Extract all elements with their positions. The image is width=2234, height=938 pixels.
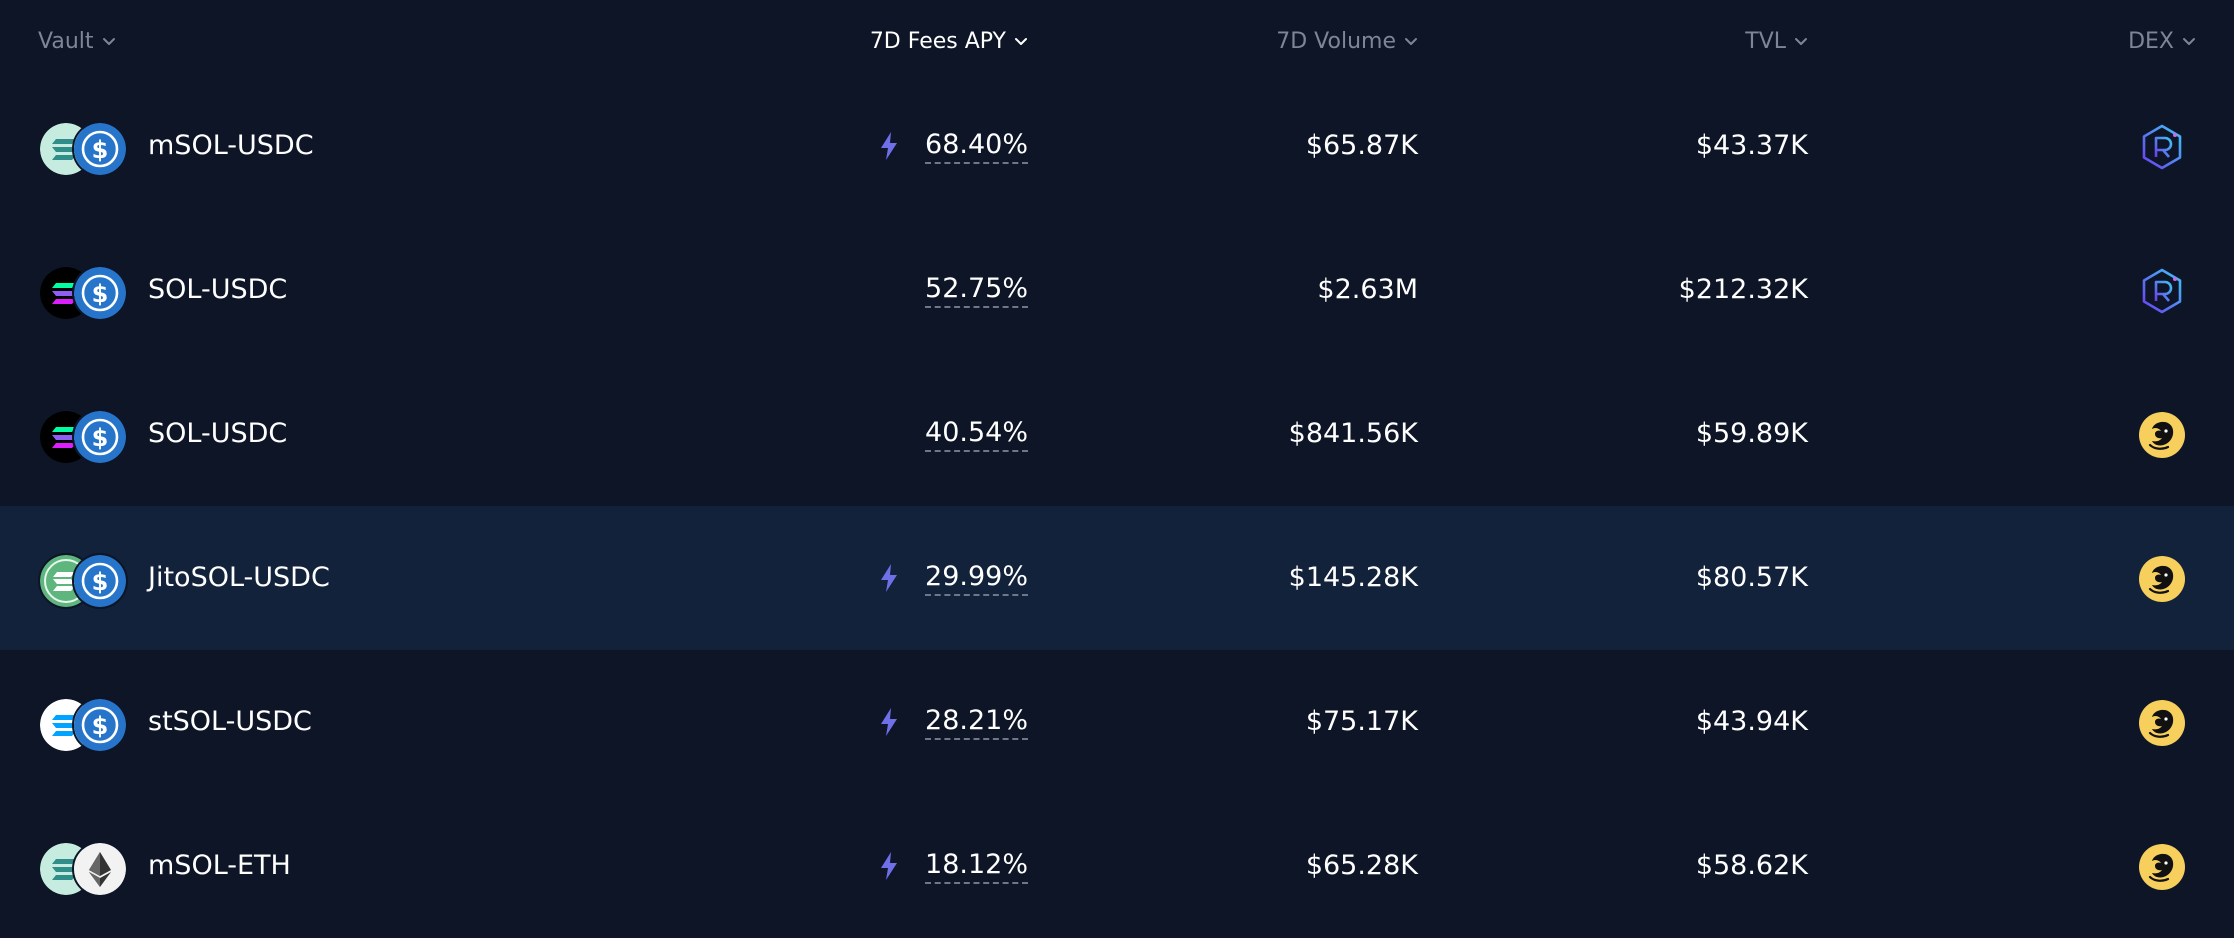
lightning-bolt-icon	[879, 851, 899, 881]
svg-text:$: $	[92, 280, 109, 308]
table-row[interactable]: $ SOL-USDC 40.54% $841.56K $59.89K	[0, 362, 2234, 506]
token-pair: $	[38, 121, 128, 177]
table-header: Vault 7D Fees APY 7D Volume TVL DEX	[0, 0, 2234, 80]
vault-name: stSOL-USDC	[148, 706, 312, 737]
tvl-value: $43.94K	[1695, 706, 1808, 737]
chevron-down-icon	[1014, 29, 1028, 54]
token-pair: $	[38, 409, 128, 465]
volume-value: $2.63M	[1317, 274, 1418, 305]
orca-icon	[2138, 699, 2186, 747]
apy-cell: 40.54%	[925, 412, 1028, 456]
apy-cell: 52.75%	[925, 268, 1028, 312]
sort-vault-header[interactable]: Vault	[38, 26, 116, 56]
raydium-icon	[2138, 267, 2186, 315]
apy-value[interactable]: 28.21%	[925, 704, 1028, 740]
usdc-icon: $	[72, 409, 128, 465]
table-row[interactable]: $ SOL-USDC 52.75% $2.63M $212.32K	[0, 218, 2234, 362]
svg-text:$: $	[92, 712, 109, 740]
vault-name: SOL-USDC	[148, 418, 288, 449]
volume-value: $75.17K	[1305, 706, 1418, 737]
apy-cell: 68.40%	[879, 124, 1028, 168]
usdc-icon: $	[72, 121, 128, 177]
tvl-value: $58.62K	[1695, 850, 1808, 881]
svg-text:$: $	[92, 136, 109, 164]
token-pair: $	[38, 553, 128, 609]
volume-value: $65.28K	[1305, 850, 1418, 881]
volume-value: $841.56K	[1288, 418, 1418, 449]
svg-text:$: $	[92, 568, 109, 596]
tvl-value: $59.89K	[1695, 418, 1808, 449]
volume-header-label: 7D Volume	[1276, 28, 1396, 54]
lightning-bolt-icon	[879, 563, 899, 593]
volume-value: $65.87K	[1305, 130, 1418, 161]
vault-name: mSOL-ETH	[148, 850, 291, 881]
apy-value[interactable]: 40.54%	[925, 416, 1028, 452]
chevron-down-icon	[2182, 29, 2196, 54]
token-pair: $	[38, 697, 128, 753]
vault-name: mSOL-USDC	[148, 130, 314, 161]
table-row[interactable]: $ stSOL-USDC 28.21% $75.17K $43.94K	[0, 650, 2234, 794]
token-pair: $	[38, 265, 128, 321]
apy-value[interactable]: 18.12%	[925, 848, 1028, 884]
lightning-bolt-icon	[879, 131, 899, 161]
usdc-icon: $	[72, 265, 128, 321]
raydium-icon	[2138, 123, 2186, 171]
chevron-down-icon	[1404, 29, 1418, 54]
sort-volume-header[interactable]: 7D Volume	[1276, 26, 1418, 56]
apy-cell: 29.99%	[879, 556, 1028, 600]
vault-header-label: Vault	[38, 28, 94, 54]
vault-name: JitoSOL-USDC	[148, 562, 330, 593]
orca-icon	[2138, 411, 2186, 459]
lightning-bolt-icon	[879, 707, 899, 737]
usdc-icon: $	[72, 553, 128, 609]
chevron-down-icon	[1794, 29, 1808, 54]
table-row[interactable]: $ mSOL-USDC 68.40% $65.87K $43.37K	[0, 74, 2234, 218]
vault-name: SOL-USDC	[148, 274, 288, 305]
dex-header-label: DEX	[2128, 28, 2174, 54]
orca-icon	[2138, 843, 2186, 891]
tvl-value: $212.32K	[1678, 274, 1808, 305]
table-row[interactable]: mSOL-ETH 18.12% $65.28K $58.62K	[0, 794, 2234, 938]
svg-text:$: $	[92, 424, 109, 452]
apy-cell: 18.12%	[879, 844, 1028, 888]
usdc-icon: $	[72, 697, 128, 753]
tvl-value: $43.37K	[1695, 130, 1808, 161]
table-row[interactable]: $ JitoSOL-USDC 29.99% $145.28K $80.57K	[0, 506, 2234, 650]
apy-cell: 28.21%	[879, 700, 1028, 744]
orca-icon	[2138, 555, 2186, 603]
apy-value[interactable]: 29.99%	[925, 560, 1028, 596]
sort-apy-header[interactable]: 7D Fees APY	[870, 26, 1028, 56]
eth-icon	[72, 841, 128, 897]
sort-dex-header[interactable]: DEX	[2128, 26, 2196, 56]
apy-value[interactable]: 52.75%	[925, 272, 1028, 308]
apy-header-label: 7D Fees APY	[869, 28, 1006, 54]
tvl-value: $80.57K	[1695, 562, 1808, 593]
apy-value[interactable]: 68.40%	[925, 128, 1028, 164]
chevron-down-icon	[102, 29, 116, 54]
stsol-icon	[38, 697, 94, 753]
sort-tvl-header[interactable]: TVL	[1745, 26, 1808, 56]
volume-value: $145.28K	[1288, 562, 1418, 593]
tvl-header-label: TVL	[1745, 28, 1786, 54]
token-pair	[38, 841, 128, 897]
